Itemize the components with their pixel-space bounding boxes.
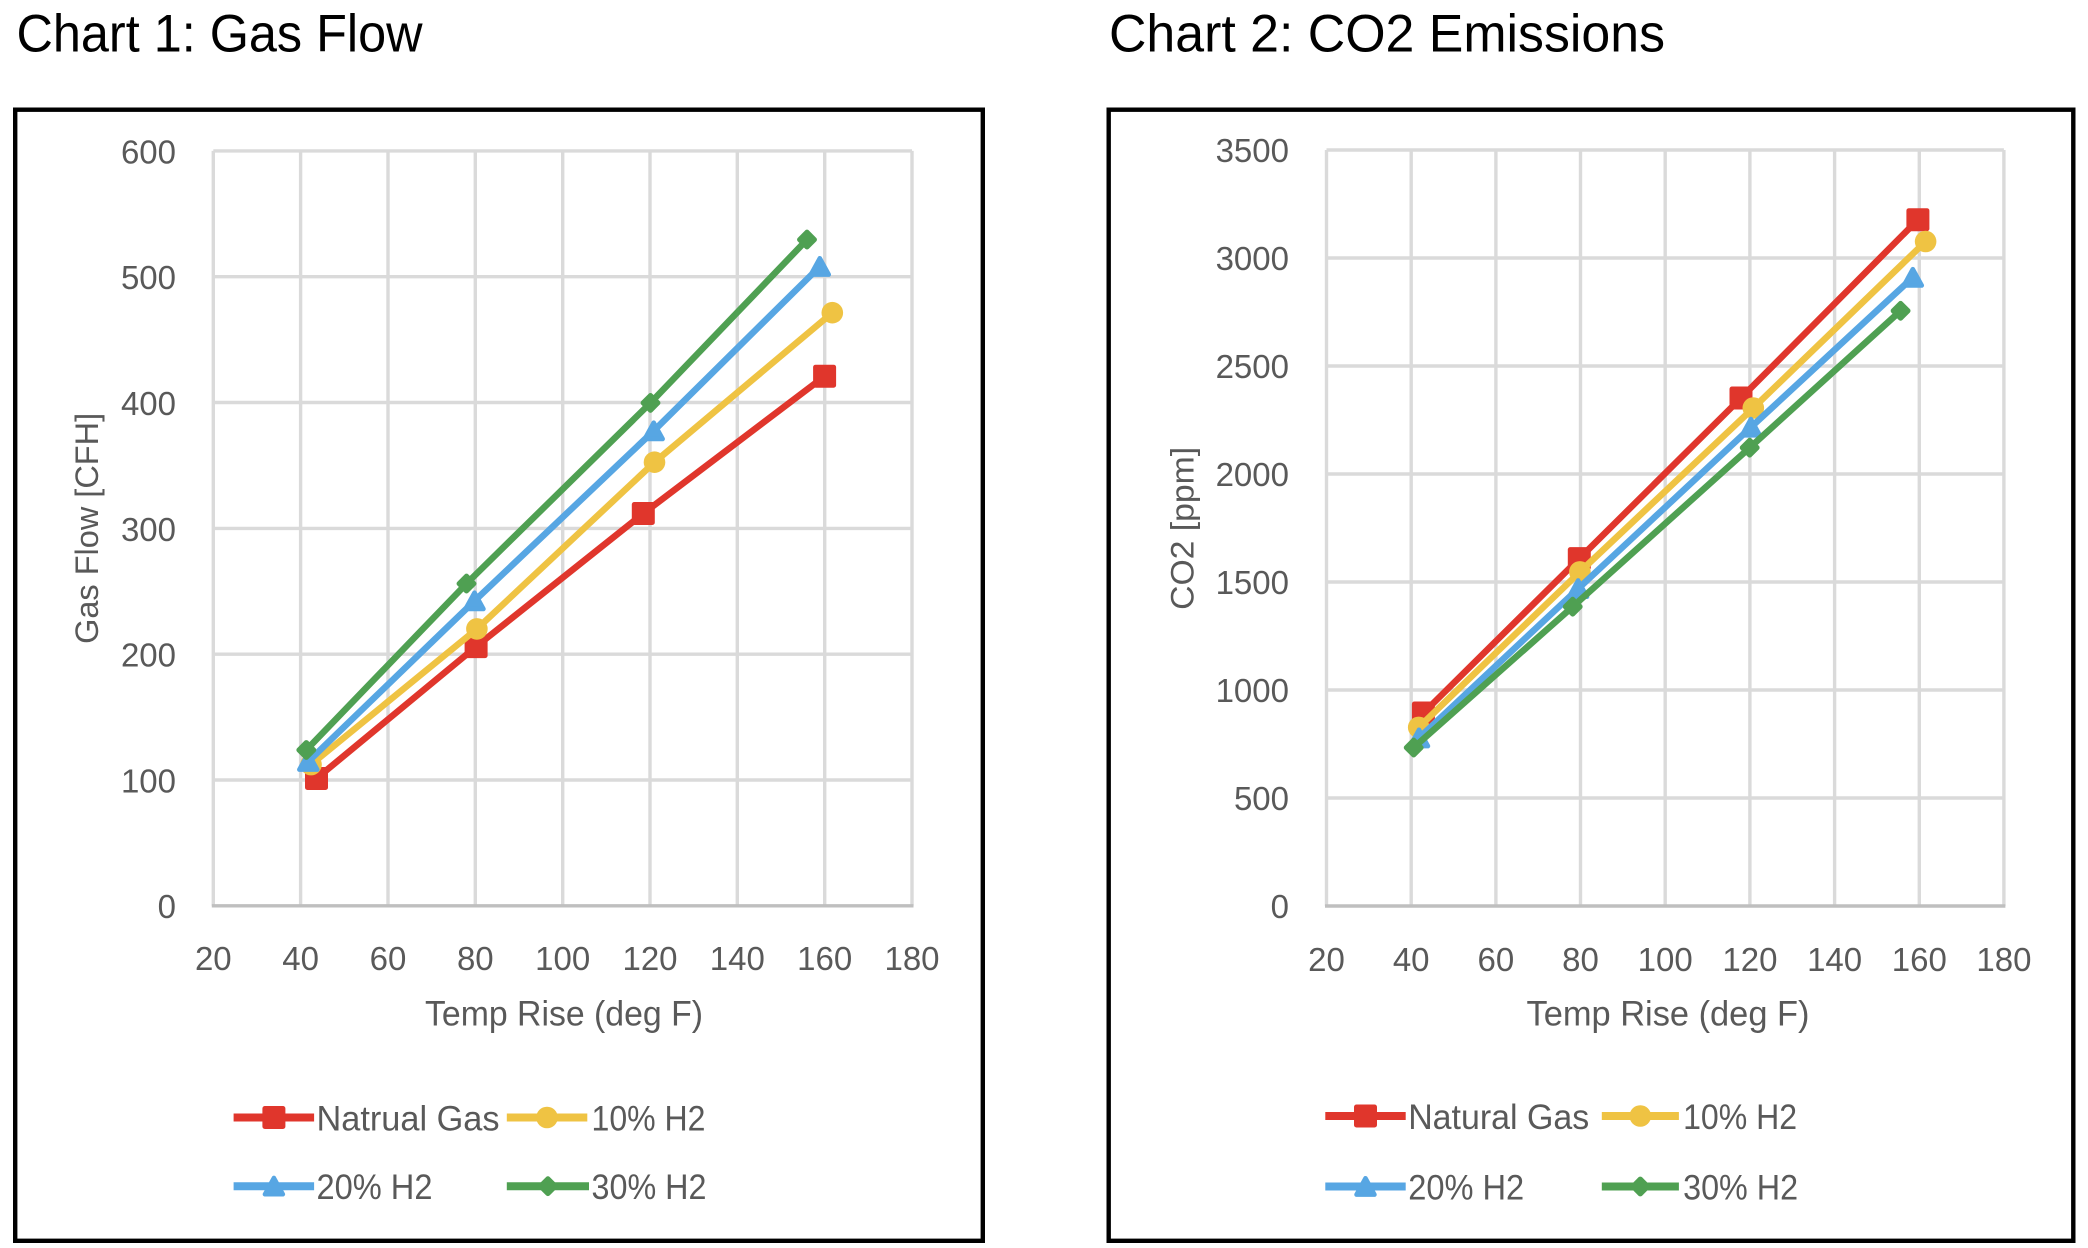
svg-text:500: 500 [121, 259, 176, 296]
svg-text:Chart 1: Gas Flow: Chart 1: Gas Flow [17, 5, 424, 64]
svg-text:600: 600 [121, 133, 176, 170]
svg-text:160: 160 [1892, 941, 1947, 978]
svg-text:30% H2: 30% H2 [1683, 1169, 1798, 1208]
svg-text:140: 140 [1807, 941, 1862, 978]
svg-text:20% H2: 20% H2 [1408, 1169, 1524, 1208]
svg-text:120: 120 [622, 940, 677, 977]
svg-text:140: 140 [710, 940, 765, 977]
svg-text:60: 60 [1478, 941, 1515, 978]
svg-text:200: 200 [121, 637, 176, 674]
svg-text:Natrual Gas: Natrual Gas [317, 1100, 500, 1139]
svg-text:40: 40 [282, 940, 319, 977]
svg-text:120: 120 [1722, 941, 1777, 978]
svg-text:Temp Rise (deg F): Temp Rise (deg F) [1527, 994, 1810, 1034]
svg-text:80: 80 [457, 940, 494, 977]
svg-text:30% H2: 30% H2 [592, 1168, 707, 1207]
svg-text:100: 100 [121, 762, 176, 799]
svg-text:100: 100 [535, 940, 590, 977]
svg-text:CO2 [ppm]: CO2 [ppm] [1165, 447, 1201, 610]
svg-text:Chart 2: CO2 Emissions: Chart 2: CO2 Emissions [1109, 5, 1665, 64]
svg-text:10% H2: 10% H2 [1683, 1098, 1797, 1137]
svg-text:20: 20 [195, 940, 232, 977]
svg-text:3000: 3000 [1216, 240, 1289, 277]
svg-text:Gas Flow [CFH]: Gas Flow [CFH] [69, 413, 105, 644]
svg-text:2000: 2000 [1216, 456, 1289, 493]
svg-text:160: 160 [797, 940, 852, 977]
svg-text:1000: 1000 [1216, 672, 1289, 709]
svg-text:300: 300 [121, 511, 176, 548]
svg-text:10% H2: 10% H2 [592, 1100, 706, 1139]
svg-text:2500: 2500 [1216, 348, 1289, 385]
svg-text:20% H2: 20% H2 [317, 1168, 433, 1207]
svg-text:60: 60 [370, 940, 407, 977]
svg-text:Natural Gas: Natural Gas [1408, 1098, 1589, 1137]
svg-text:100: 100 [1638, 941, 1693, 978]
svg-text:0: 0 [1271, 888, 1289, 925]
svg-text:20: 20 [1308, 941, 1345, 978]
svg-text:400: 400 [121, 385, 176, 422]
svg-text:180: 180 [1976, 941, 2031, 978]
svg-text:180: 180 [884, 940, 939, 977]
svg-text:1500: 1500 [1216, 564, 1289, 601]
svg-text:500: 500 [1234, 780, 1289, 817]
svg-text:40: 40 [1393, 941, 1430, 978]
svg-text:Temp Rise (deg F): Temp Rise (deg F) [425, 994, 703, 1034]
svg-text:80: 80 [1562, 941, 1599, 978]
svg-text:0: 0 [158, 888, 176, 925]
svg-text:3500: 3500 [1216, 132, 1289, 169]
